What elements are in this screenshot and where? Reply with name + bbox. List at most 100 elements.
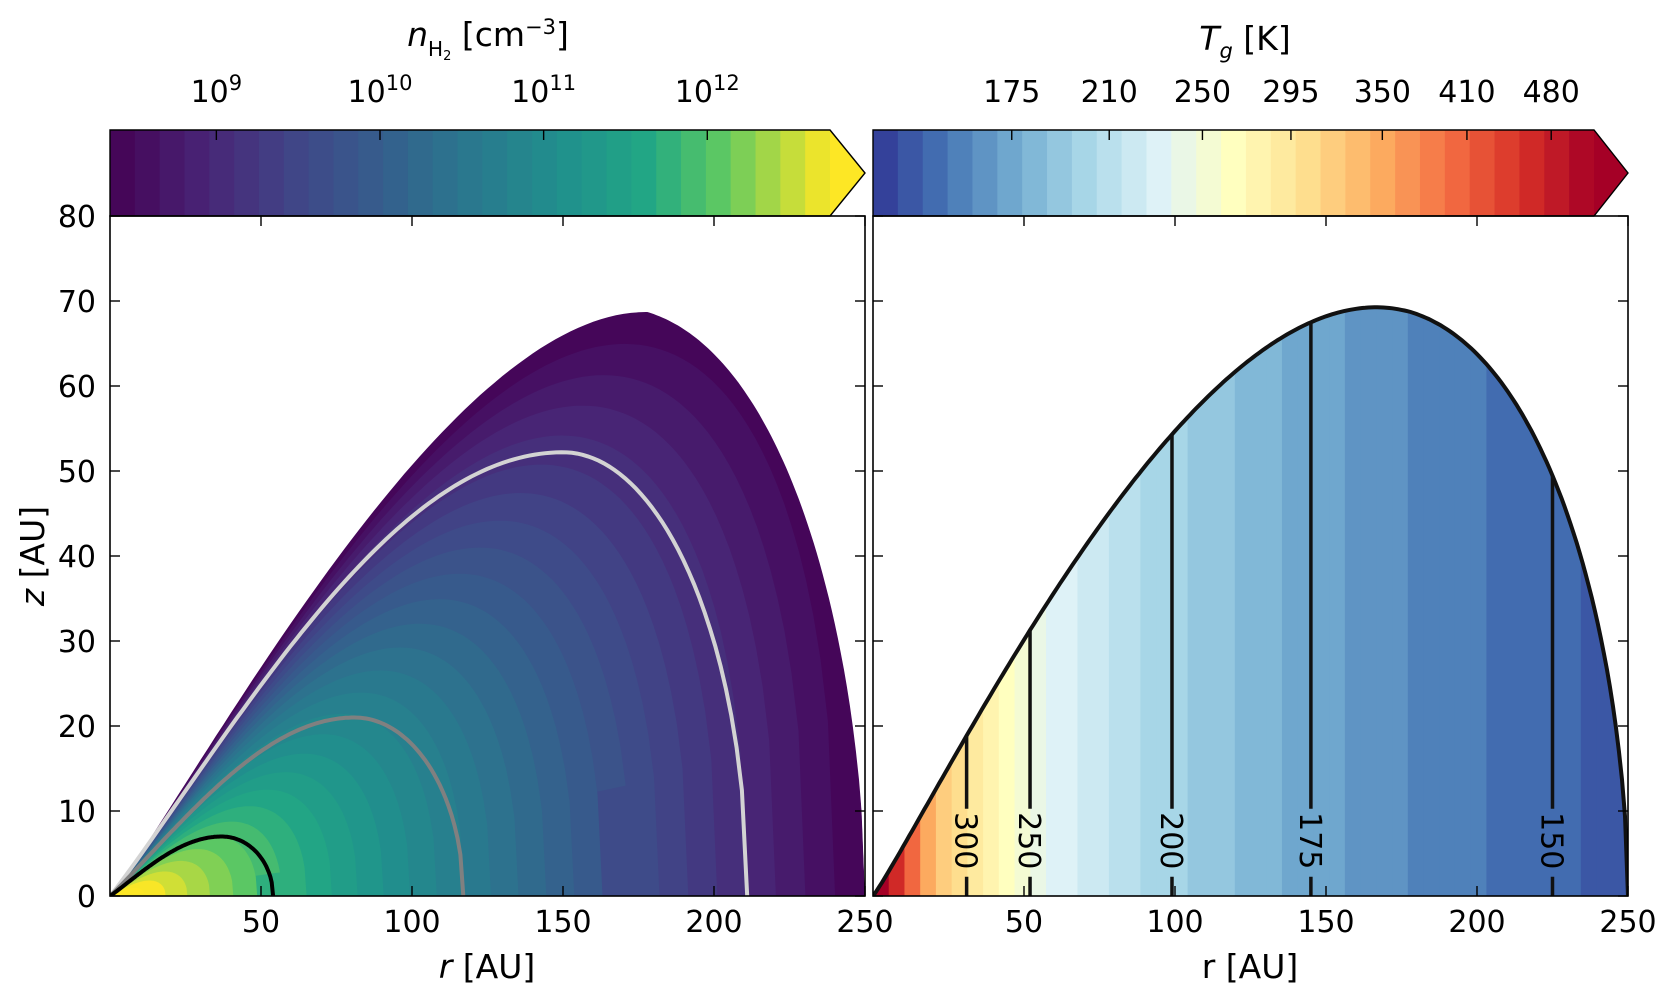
right-temperature-band (967, 307, 984, 896)
left-colorbar-swatch (308, 130, 335, 216)
left-colorbar-label: nH2 [cm−3] (407, 15, 569, 64)
right-temperature-band (1187, 307, 1205, 896)
left-colorbar-swatch (656, 130, 682, 216)
right-temperature-band (1502, 307, 1519, 896)
right-temperature-band (1171, 307, 1189, 896)
right-colorbar-swatch (1196, 130, 1222, 216)
right-temperature-band (1376, 307, 1393, 896)
y-tick-label: 60 (58, 370, 96, 405)
right-colorbar-swatch (1444, 130, 1471, 216)
x-tick-label: 50 (242, 905, 280, 940)
left-density-field (110, 312, 865, 896)
x-tick-label: 250 (836, 905, 893, 940)
left-colorbar-tick-label: 109 (191, 71, 243, 110)
right-temperature-band (1392, 307, 1409, 896)
right-temperature-band (998, 307, 1016, 896)
right-colorbar-swatch (922, 130, 949, 216)
left-contour-line (110, 715, 466, 896)
right-colorbar-swatch (1419, 130, 1446, 216)
right-colorbar-swatch (1469, 130, 1496, 216)
left-colorbar-tick-label: 1010 (348, 71, 413, 110)
left-colorbar-swatch (457, 130, 484, 216)
left-colorbar-swatch (805, 130, 831, 216)
right-contour-label: 150 (1534, 812, 1569, 869)
right-temperature-band (1407, 307, 1425, 896)
left-colorbar-tick-label: 1012 (675, 71, 740, 110)
right-colorbar-swatch (1370, 130, 1396, 216)
x-tick-label: 100 (383, 905, 440, 940)
right-colorbar-swatch (1221, 130, 1247, 216)
right-colorbar-tick-label: 250 (1174, 75, 1231, 110)
right-contour-label: 200 (1153, 812, 1188, 869)
left-colorbar-swatch (432, 130, 459, 216)
right-colorbar: Tg [K] 175 210 250 295 350 410 480 (872, 19, 1629, 217)
y-tick-label: 10 (58, 795, 96, 830)
right-colorbar-swatch (1544, 130, 1570, 216)
right-colorbar-tick-label: 480 (1523, 75, 1580, 110)
right-temperature-band (935, 307, 953, 896)
right-colorbar-tick-label: 350 (1354, 75, 1411, 110)
left-colorbar-swatch (110, 130, 136, 216)
right-colorbar-swatch (1270, 130, 1297, 216)
right-temperature-band (1329, 307, 1346, 896)
right-colorbar-swatch (997, 130, 1023, 216)
right-contours: 300 250 200 175 150 (873, 305, 1628, 896)
right-colorbar-swatch (1320, 130, 1346, 216)
right-colorbar-swatch (1071, 130, 1098, 216)
y-tick-label: 30 (58, 625, 96, 660)
left-colorbar-swatch (780, 130, 806, 216)
right-colorbar-tick-label: 295 (1262, 75, 1319, 110)
right-colorbar-swatch (1494, 130, 1521, 216)
right-temperature-band (1281, 307, 1299, 896)
right-temperature-band (888, 307, 906, 896)
right-colorbar-tick-label: 210 (1081, 75, 1138, 110)
left-colorbar-swatch (631, 130, 657, 216)
left-colorbar-tick-label: 1011 (511, 71, 576, 110)
x-tick-label: 150 (534, 905, 591, 940)
right-colorbar-ticks: 175 210 250 295 350 410 480 (983, 75, 1580, 140)
right-colorbar-label: Tg [K] (1199, 19, 1290, 63)
left-axes: 50 100 150 200 250 0 10 20 30 40 50 60 70 80 (58, 200, 894, 940)
left-colorbar-swatch (159, 130, 186, 216)
right-temperature-band (1124, 307, 1142, 896)
right-temperature-band (1203, 307, 1220, 896)
left-colorbar-ticks: 109 1010 1011 1012 (191, 71, 740, 140)
right-temperature-band (1030, 307, 1047, 896)
right-temperature-band (1423, 307, 1441, 896)
right-colorbar-swatch (1146, 130, 1172, 216)
left-colorbar-swatch (333, 130, 359, 216)
y-tick-label: 40 (58, 540, 96, 575)
left-colorbar-swatch (532, 130, 558, 216)
right-temperature-band (1234, 307, 1252, 896)
x-tick-label: 150 (1297, 905, 1354, 940)
right-colorbar-swatch (1171, 130, 1197, 216)
left-y-axis-label: z [AU] (13, 506, 52, 607)
right-colorbar-swatches (872, 129, 1629, 217)
left-contours (110, 450, 750, 896)
left-colorbar-swatch (184, 130, 210, 216)
right-colorbar-tick-label: 410 (1438, 75, 1495, 110)
left-colorbar: nH2 [cm−3] 109 1010 1011 1012 (109, 15, 866, 217)
left-colorbar-swatch (407, 130, 434, 216)
right-temperature-band (1140, 307, 1157, 896)
x-tick-label: 50 (1005, 905, 1043, 940)
right-colorbar-swatch (1295, 130, 1322, 216)
y-tick-label: 20 (58, 710, 96, 745)
left-contour-line (110, 450, 750, 896)
left-colorbar-swatch (209, 130, 235, 216)
right-temperature-band (1093, 307, 1110, 896)
right-colorbar-swatch (1519, 130, 1545, 216)
left-colorbar-swatch (681, 130, 707, 216)
right-temperature-band (1250, 307, 1268, 896)
right-x-axis-label: r [AU] (1202, 947, 1299, 986)
right-temperature-band (1470, 307, 1488, 896)
right-colorbar-swatch (972, 130, 998, 216)
right-outline-contour (873, 305, 1628, 896)
y-tick-label: 80 (58, 200, 96, 235)
left-colorbar-extend-arrow (830, 130, 865, 216)
right-colorbar-swatch (1022, 130, 1048, 216)
left-colorbar-swatch (283, 130, 310, 216)
right-contour-label: 300 (948, 812, 983, 869)
right-colorbar-swatch (1345, 130, 1371, 216)
left-colorbar-swatch (482, 130, 508, 216)
